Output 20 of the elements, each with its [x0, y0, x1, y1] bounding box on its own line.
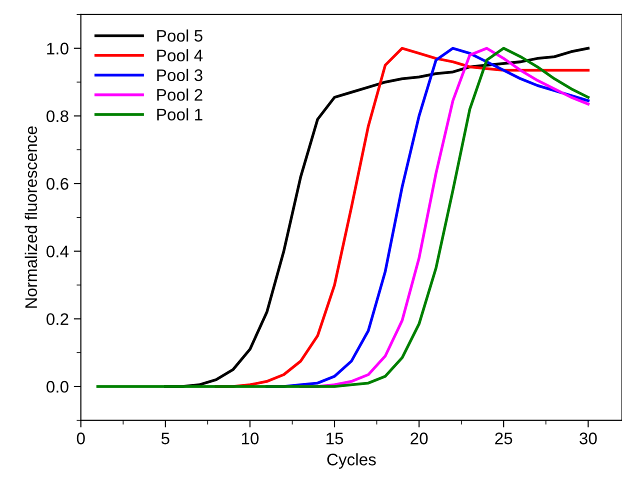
y-tick-label: 0.2	[46, 313, 68, 326]
x-tick-label: 10	[242, 432, 259, 444]
legend-label: Pool 1	[157, 108, 202, 121]
legend-label: Pool 3	[157, 68, 202, 82]
y-axis-title: Normalized fluorescence	[24, 126, 38, 308]
x-tick-label: 30	[580, 432, 597, 444]
legend-label: Pool 2	[157, 88, 202, 101]
legend-label: Pool 5	[157, 29, 202, 42]
x-tick-label: 5	[161, 432, 170, 444]
x-tick-label: 20	[410, 432, 428, 444]
x-tick-label: 15	[326, 432, 344, 444]
y-tick-label: 0.4	[46, 246, 69, 258]
x-tick-label: 25	[495, 432, 512, 444]
legend-label: Pool 4	[157, 49, 203, 62]
x-axis-title: Cycles	[327, 453, 376, 469]
y-tick-label: 1.0	[47, 42, 68, 54]
y-tick-label: 0.0	[46, 380, 68, 393]
x-tick-label: 0	[76, 432, 85, 444]
y-tick-label: 0.6	[46, 178, 68, 190]
y-tick-label: 0.8	[46, 110, 68, 122]
